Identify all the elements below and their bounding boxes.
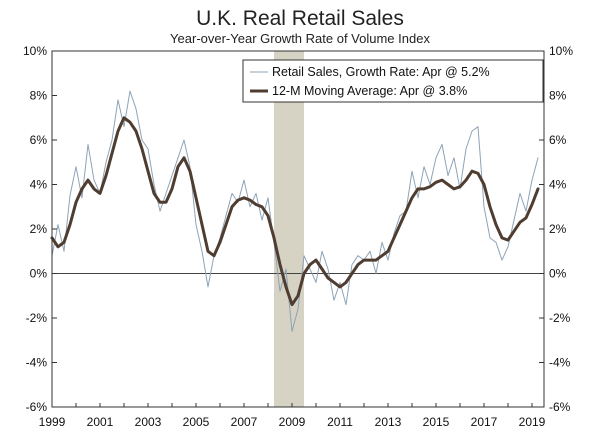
series-line-retail-sales <box>51 90 539 332</box>
legend-label-moving-average: 12-M Moving Average: Apr @ 3.8% <box>272 84 467 98</box>
x-tick-label-2013: 2013 <box>375 415 402 429</box>
y-tick-label-left-4: -4% <box>26 356 48 370</box>
y-tick-label-right-6: 6% <box>549 133 567 147</box>
chart-title: U.K. Real Retail Sales <box>196 7 404 30</box>
x-tick-label-2001: 2001 <box>87 415 114 429</box>
y-tick-label-left-0: 0% <box>30 267 48 281</box>
recession-band <box>274 51 304 407</box>
y-tick-label-right-10: 10% <box>549 44 573 58</box>
y-tick-label-left-2: 2% <box>30 222 48 236</box>
x-tick-label-2019: 2019 <box>519 415 546 429</box>
y-axis-left: 10% 8% 6% 4% 2% 0% -2% -4% -6% <box>23 44 57 414</box>
legend: Retail Sales, Growth Rate: Apr @ 5.2% 12… <box>242 59 544 103</box>
series-line-moving-average <box>50 116 540 307</box>
y-tick-label-right-8: 8% <box>549 89 567 103</box>
x-tick-label-2005: 2005 <box>183 415 210 429</box>
x-tick-label-2003: 2003 <box>135 415 162 429</box>
y-tick-label-right-6: -6% <box>549 400 571 414</box>
y-tick-label-right-4: -4% <box>549 356 571 370</box>
y-tick-label-right-0: 0% <box>549 267 567 281</box>
x-tick-label-1999: 1999 <box>39 415 66 429</box>
y-tick-label-left-4: 4% <box>30 178 48 192</box>
legend-label-retail-sales: Retail Sales, Growth Rate: Apr @ 5.2% <box>272 65 490 79</box>
series-layer <box>50 90 540 332</box>
y-axis-right: 10% 8% 6% 4% 2% 0% -2% -4% -6% <box>539 44 573 414</box>
legend-box <box>242 59 544 103</box>
y-tick-label-right-2: -2% <box>549 311 571 325</box>
y-tick-label-left-6: -6% <box>26 400 48 414</box>
x-tick-label-2011: 2011 <box>327 415 353 429</box>
x-tick-label-2007: 2007 <box>231 415 258 429</box>
y-tick-label-left-6: 6% <box>30 133 48 147</box>
y-tick-label-right-2: 2% <box>549 222 567 236</box>
x-tick-label-2009: 2009 <box>279 415 306 429</box>
x-axis: 1999 2001 2003 2005 2007 2009 2011 2013 2015 2017… <box>39 403 546 429</box>
y-tick-label-left-8: 8% <box>30 89 48 103</box>
x-tick-label-2015: 2015 <box>423 415 450 429</box>
x-tick-label-2017: 2017 <box>471 415 498 429</box>
y-tick-label-left-10: 10% <box>23 44 47 58</box>
chart-subtitle: Year-over-Year Growth Rate of Volume Ind… <box>170 31 430 46</box>
recession-band-layer <box>274 51 304 407</box>
y-tick-label-left-2: -2% <box>26 311 48 325</box>
y-tick-label-right-4: 4% <box>549 178 567 192</box>
